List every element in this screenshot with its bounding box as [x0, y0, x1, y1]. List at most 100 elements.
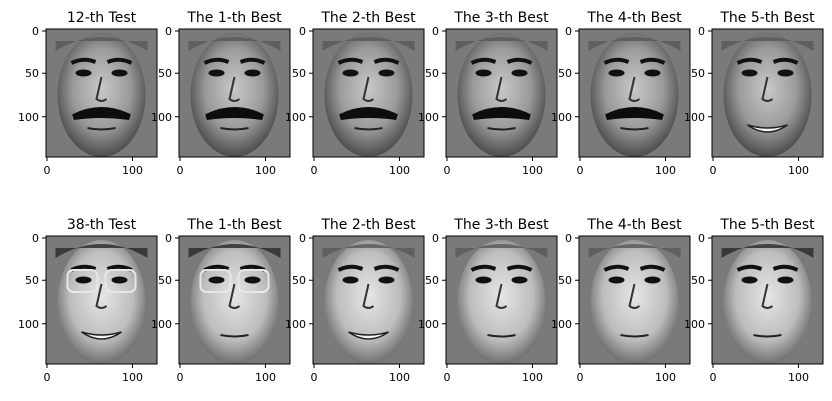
x-tick-label: 0	[577, 164, 584, 177]
eye-right	[244, 69, 261, 77]
axes-frame	[312, 28, 425, 158]
face-oval	[723, 240, 812, 364]
face-image	[55, 33, 148, 157]
eyebrow-left	[603, 57, 630, 65]
nose	[628, 76, 641, 102]
panel-title: The 3-th Best	[453, 217, 549, 233]
glasses-lens-left	[199, 269, 232, 293]
eye-left	[608, 276, 625, 284]
eye-right	[378, 69, 395, 77]
face-oval	[324, 33, 413, 157]
x-tick-label: 100	[389, 164, 410, 177]
face-oval	[190, 240, 279, 364]
hair	[322, 37, 415, 51]
eyebrow-right	[373, 57, 400, 65]
y-tick-label: 100	[285, 318, 306, 331]
mouth	[348, 331, 389, 340]
x-tick-label: 0	[44, 164, 51, 177]
mouth	[87, 127, 116, 131]
y-tick-label: 100	[418, 318, 439, 331]
y-tick-label: 100	[684, 318, 705, 331]
face-oval	[590, 240, 679, 364]
eyebrow-right	[373, 264, 400, 272]
eyebrow-right	[639, 57, 666, 65]
face-image	[455, 240, 548, 364]
face-oval	[57, 240, 146, 364]
face-panel: 12-th Test 0 50 100 0 100	[18, 10, 158, 177]
y-tick-label: 50	[691, 67, 705, 80]
hair	[455, 244, 548, 258]
mustache	[339, 107, 398, 120]
eyebrow-left	[470, 57, 497, 65]
axes-frame	[45, 28, 158, 158]
hair	[721, 37, 814, 51]
panel-title: The 1-th Best	[186, 217, 282, 233]
mouth	[354, 127, 383, 131]
panel-title: 12-th Test	[67, 10, 137, 26]
y-tick-label: 50	[158, 67, 172, 80]
x-tick-label: 0	[177, 164, 184, 177]
x-tick-label: 100	[255, 164, 276, 177]
y-tick-label: 0	[299, 25, 306, 38]
eyebrow-left	[736, 264, 763, 272]
nose	[761, 283, 774, 309]
panel-title: The 3-th Best	[453, 10, 549, 26]
eye-left	[342, 276, 359, 284]
hair	[55, 244, 148, 258]
x-tick-label: 100	[122, 371, 143, 384]
eyebrow-right	[506, 264, 533, 272]
nose	[95, 76, 108, 102]
face-panel: The 1-th Best 0 50 100 0 100	[151, 10, 291, 177]
mouth	[220, 334, 249, 338]
face-oval	[57, 33, 146, 157]
eyebrow-right	[106, 57, 133, 65]
face-panel: The 2-th Best 0 50 100 0 100	[285, 10, 425, 177]
glasses-lens-left	[66, 269, 99, 293]
y-tick-label: 0	[299, 232, 306, 245]
hair	[455, 37, 548, 51]
eye-right	[777, 276, 794, 284]
face-oval	[590, 33, 679, 157]
eye-right	[378, 276, 395, 284]
face-image	[455, 33, 548, 157]
face-panel: The 5-th Best 0 50 100 0 100	[684, 10, 824, 177]
face-oval	[457, 240, 546, 364]
eye-left	[475, 69, 492, 77]
x-tick-label: 0	[710, 164, 717, 177]
x-tick-label: 0	[710, 371, 717, 384]
x-tick-label: 100	[522, 164, 543, 177]
eyebrow-left	[337, 57, 364, 65]
mouth	[81, 331, 122, 340]
face-oval	[457, 33, 546, 157]
y-tick-label: 0	[565, 232, 572, 245]
y-tick-label: 100	[418, 111, 439, 124]
y-tick-label: 100	[18, 318, 39, 331]
axes-frame	[45, 235, 158, 365]
nose	[228, 76, 241, 102]
nose	[362, 76, 375, 102]
eyebrow-left	[470, 264, 497, 272]
panel-title: The 4-th Best	[586, 10, 682, 26]
axes-frame	[178, 28, 291, 158]
eye-right	[111, 69, 128, 77]
panel-title: The 1-th Best	[186, 10, 282, 26]
eye-left	[208, 69, 225, 77]
x-tick-label: 100	[389, 371, 410, 384]
y-tick-label: 0	[32, 232, 39, 245]
eye-left	[608, 69, 625, 77]
eye-left	[342, 69, 359, 77]
y-tick-label: 50	[558, 67, 572, 80]
y-tick-label: 50	[25, 67, 39, 80]
x-tick-label: 100	[255, 371, 276, 384]
x-tick-label: 0	[44, 371, 51, 384]
axes-frame	[312, 235, 425, 365]
eyebrow-right	[506, 57, 533, 65]
mouth	[487, 127, 516, 131]
eye-left	[741, 276, 758, 284]
eye-right	[644, 276, 661, 284]
y-tick-label: 50	[292, 274, 306, 287]
eyebrow-left	[203, 57, 230, 65]
face-image	[322, 33, 415, 157]
y-tick-label: 50	[25, 274, 39, 287]
